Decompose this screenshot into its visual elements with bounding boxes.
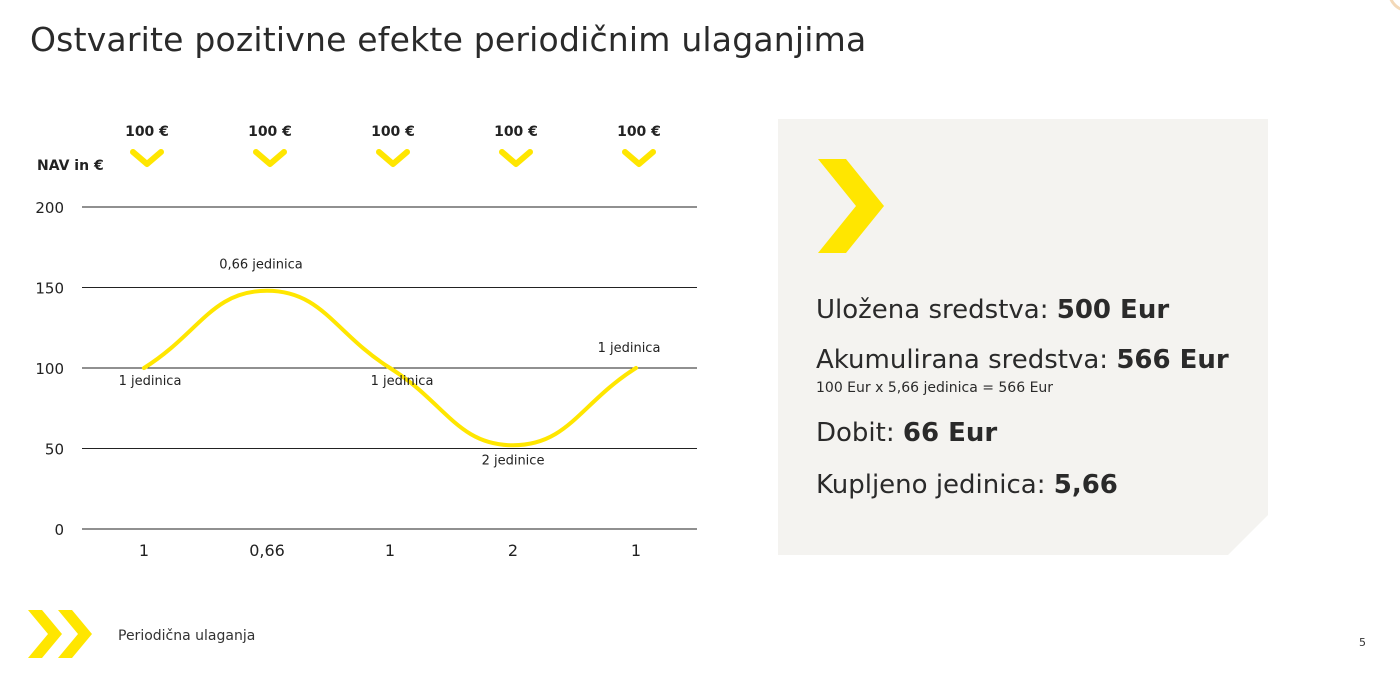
invested-amount: Uložena sredstva: 500 Eur <box>816 295 1170 325</box>
x-tick-label: 0,66 <box>249 541 285 560</box>
chevron-down-icon <box>622 149 656 167</box>
page-number: 5 <box>1359 636 1366 649</box>
point-annotation: 1 jedinica <box>598 341 661 356</box>
contribution-label: 100 € <box>371 124 415 140</box>
contribution-label: 100 € <box>494 124 538 140</box>
profit-amount: Dobit: 66 Eur <box>816 418 998 448</box>
chart-series <box>142 288 638 448</box>
double-chevron-logo-icon <box>28 610 92 658</box>
x-tick-label: 1 <box>139 541 149 560</box>
y-tick-label: 150 <box>35 280 64 298</box>
contribution-label: 100 € <box>125 124 169 140</box>
double-chevron-logo-icon <box>818 159 928 259</box>
point-annotation: 2 jedinice <box>482 453 545 468</box>
slide-title: Ostvarite pozitivne efekte periodičnim u… <box>30 20 867 59</box>
accumulated-amount: Akumulirana sredstva: 566 Eur <box>816 345 1229 375</box>
x-tick-label: 2 <box>508 541 518 560</box>
x-tick-label: 1 <box>385 541 395 560</box>
chevron-down-icon <box>499 149 533 167</box>
corner-decoration <box>1388 0 1400 12</box>
summary-stats: Uložena sredstva: 500 Eur Akumulirana sr… <box>816 297 1258 498</box>
y-tick-label: 0 <box>54 521 64 539</box>
y-axis-label: NAV in € <box>37 158 104 174</box>
chart-x-ticks: 1 0,66 1 2 1 <box>139 541 641 560</box>
chevron-down-icon <box>376 149 410 167</box>
point-annotation: 1 jedinica <box>371 374 434 389</box>
footer-label: Periodična ulaganja <box>118 628 256 644</box>
nav-series-line <box>142 288 638 448</box>
chart-contributions: 100 € 100 € 100 € 100 € 100 € <box>125 124 661 167</box>
chart-y-ticks: 0 50 100 150 200 <box>35 199 64 539</box>
y-tick-label: 50 <box>45 441 64 459</box>
y-tick-label: 100 <box>35 360 64 378</box>
chevron-down-icon <box>253 149 287 167</box>
units-purchased: Kupljeno jedinica: 5,66 <box>816 470 1118 500</box>
y-tick-label: 200 <box>35 199 64 217</box>
point-annotation: 1 jedinica <box>119 374 182 389</box>
summary-panel: Uložena sredstva: 500 Eur Akumulirana sr… <box>778 119 1268 555</box>
x-tick-label: 1 <box>631 541 641 560</box>
chart-annotations: 1 jedinica 0,66 jedinica 1 jedinica 2 jedin… <box>119 258 661 469</box>
point-annotation: 0,66 jedinica <box>219 258 303 273</box>
accumulated-calculation: 100 Eur x 5,66 jedinica = 566 Eur <box>816 380 1054 396</box>
contribution-label: 100 € <box>617 124 661 140</box>
chevron-down-icon <box>130 149 164 167</box>
contribution-label: 100 € <box>248 124 292 140</box>
